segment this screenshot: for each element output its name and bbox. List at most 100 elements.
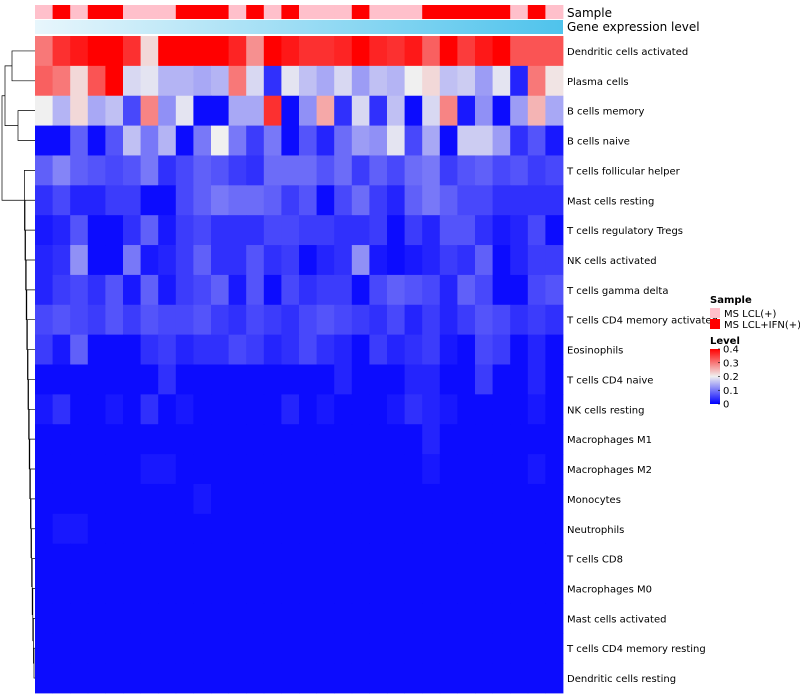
- heatmap-cell: [281, 245, 300, 276]
- heatmap-cell: [316, 155, 335, 186]
- sample-track-label: Sample: [567, 6, 612, 20]
- heatmap-cell: [105, 65, 124, 97]
- heatmap-cell: [123, 215, 141, 246]
- heatmap-cell: [439, 543, 458, 574]
- heatmap-cell: [492, 543, 511, 574]
- heatmap-cell: [158, 364, 177, 395]
- heatmap-cell: [35, 663, 53, 694]
- heatmap-cell: [492, 155, 511, 186]
- heatmap-cell: [527, 36, 546, 67]
- heatmap-cell: [299, 245, 317, 276]
- heatmap-cell: [193, 95, 212, 126]
- heatmap-cell: [263, 334, 282, 365]
- heatmap-cell: [475, 274, 493, 306]
- heatmap-cell: [545, 185, 564, 216]
- sample-legend: Sample MS LCL(+) MS LCL+IFN(+): [710, 295, 800, 331]
- heatmap-cell: [422, 334, 441, 365]
- row-dendrogram: [1, 50, 35, 679]
- heatmap-cell: [527, 394, 546, 425]
- heatmap-cell: [35, 364, 53, 395]
- heatmap-cell: [158, 573, 177, 604]
- heatmap-cell: [457, 155, 476, 186]
- row-label: T cells regulatory Tregs: [566, 226, 683, 237]
- heatmap-cell: [351, 454, 370, 485]
- heatmap-cell: [545, 65, 564, 97]
- heatmap-cell: [422, 454, 441, 485]
- heatmap-cell: [158, 334, 177, 365]
- heatmap-cell: [351, 513, 370, 545]
- dendrogram-branch: [4, 65, 18, 126]
- heatmap-cell: [369, 215, 388, 246]
- heatmap-cell: [545, 125, 564, 156]
- heatmap-cell: [334, 155, 353, 186]
- heatmap-cell: [299, 513, 317, 545]
- heatmap-cell: [228, 633, 247, 664]
- heatmap-cell: [263, 454, 282, 485]
- heatmap-cell: [369, 663, 388, 694]
- heatmap-cell: [545, 245, 564, 276]
- heatmap-cells: [35, 36, 564, 694]
- heatmap-cell: [281, 155, 300, 186]
- heatmap-cell: [299, 454, 317, 485]
- heatmap-cell: [299, 364, 317, 395]
- heatmap-cell: [422, 394, 441, 425]
- heatmap-cell: [105, 36, 124, 67]
- row-label: B cells memory: [567, 107, 644, 118]
- heatmap-cell: [387, 245, 405, 276]
- heatmap-cell: [457, 36, 476, 67]
- heatmap-cell: [334, 185, 353, 216]
- heatmap-cell: [351, 125, 370, 156]
- sample-cell: [510, 5, 529, 19]
- heatmap-cell: [422, 513, 441, 545]
- sample-cell: [246, 5, 265, 19]
- heatmap-cell: [492, 364, 511, 395]
- heatmap-cell: [281, 543, 300, 574]
- heatmap-cell: [387, 215, 405, 246]
- heatmap-cell: [140, 95, 159, 126]
- heatmap-cell: [316, 95, 335, 126]
- heatmap-cell: [545, 424, 564, 455]
- heatmap-cell: [545, 95, 564, 126]
- heatmap-cell: [510, 633, 529, 664]
- heatmap-cell: [246, 215, 265, 246]
- heatmap-cell: [211, 185, 229, 216]
- heatmap-cell: [281, 603, 300, 634]
- heatmap-cell: [105, 603, 124, 634]
- heatmap-cell: [35, 125, 53, 156]
- heatmap-cell: [193, 573, 212, 604]
- heatmap-cell: [175, 603, 194, 634]
- heatmap-cell: [281, 513, 300, 545]
- heatmap-cell: [527, 334, 546, 365]
- heatmap-cell: [510, 424, 529, 455]
- heatmap-cell: [510, 274, 529, 306]
- dendrogram-branch: [11, 50, 35, 82]
- heatmap-cell: [492, 215, 511, 246]
- heatmap-cell: [369, 424, 388, 455]
- heatmap-cell: [492, 125, 511, 156]
- heatmap-cell: [211, 573, 229, 604]
- sample-cell: [404, 5, 423, 19]
- heatmap-cell: [351, 603, 370, 634]
- heatmap-cell: [228, 304, 247, 336]
- heatmap-cell: [510, 364, 529, 395]
- heatmap-cell: [246, 95, 265, 126]
- heatmap-cell: [175, 633, 194, 664]
- heatmap-cell: [228, 424, 247, 455]
- heatmap-cell: [211, 633, 229, 664]
- heatmap-cell: [281, 483, 300, 515]
- heatmap-cell: [228, 155, 247, 186]
- heatmap-cell: [299, 483, 317, 515]
- heatmap-cell: [211, 36, 229, 67]
- heatmap-cell: [211, 543, 229, 574]
- heatmap-cell: [369, 155, 388, 186]
- sample-cell: [263, 5, 282, 19]
- heatmap-cell: [457, 274, 476, 306]
- heatmap-cell: [52, 304, 71, 336]
- heatmap-cell: [299, 543, 317, 574]
- heatmap-cell: [404, 364, 423, 395]
- heatmap-cell: [404, 603, 423, 634]
- heatmap-cell: [439, 394, 458, 425]
- sample-cell: [158, 5, 177, 19]
- sample-cell: [211, 5, 229, 19]
- heatmap-cell: [158, 65, 177, 97]
